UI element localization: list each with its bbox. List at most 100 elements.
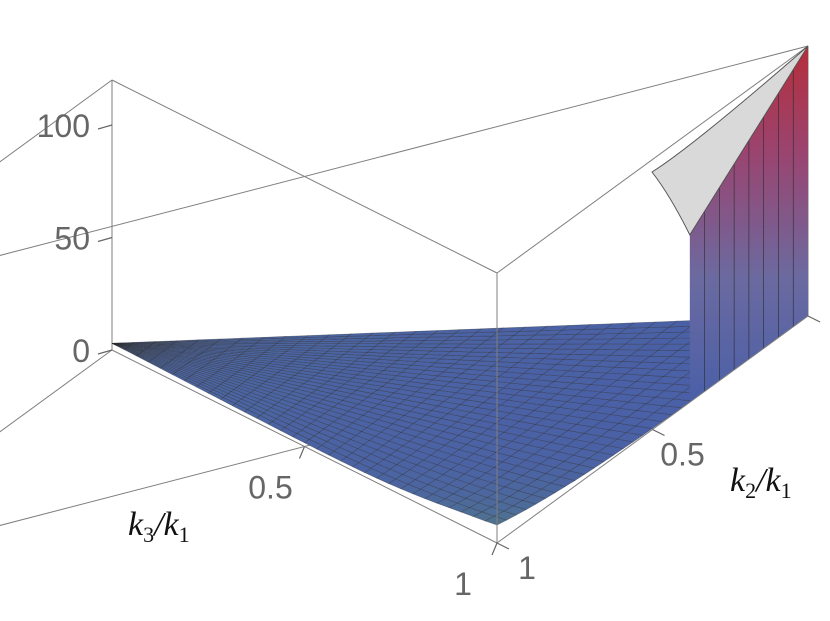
- z-tick-mark: [97, 124, 113, 130]
- surface-cell: [212, 372, 231, 380]
- surface-cell: [295, 385, 317, 394]
- surface-cell: [207, 361, 227, 368]
- surface-cell: [510, 362, 538, 369]
- surface-cell: [283, 379, 305, 387]
- surface-cell: [377, 399, 401, 408]
- surface-cell: [424, 493, 446, 504]
- surface-cell: [415, 431, 438, 442]
- surface-cell: [616, 432, 644, 443]
- surface-cell: [158, 352, 177, 358]
- surface-cell: [460, 507, 483, 517]
- surface-cell: [274, 357, 297, 362]
- surface-cell: [111, 343, 129, 348]
- surface-cell: [313, 343, 339, 347]
- surface-cell: [550, 421, 578, 431]
- surface-cell: [265, 363, 288, 369]
- surface-cell: [357, 414, 379, 424]
- surface-cell: [111, 343, 126, 350]
- surface-cell: [236, 385, 255, 393]
- x-tick-mark: [298, 446, 306, 459]
- surface-cell: [452, 488, 476, 499]
- surface-cell: [293, 343, 319, 347]
- surface-cell: [360, 427, 382, 437]
- surface-cell: [111, 343, 132, 346]
- surface-mesh: [111, 315, 809, 526]
- surface-cell: [496, 387, 523, 396]
- box-edge-top-right: [496, 45, 809, 274]
- surface-cell: [370, 449, 391, 460]
- surface-cell: [183, 349, 205, 353]
- surface-cell: [548, 451, 574, 462]
- surface-cell: [111, 343, 131, 346]
- surface-cell: [464, 424, 489, 435]
- surface-cell: [351, 374, 376, 381]
- surface-cell: [436, 444, 460, 455]
- y-tick-mark: [807, 315, 821, 323]
- surface-cell: [503, 505, 527, 516]
- surface-cell: [139, 352, 156, 359]
- surface-cell: [552, 375, 581, 384]
- surface-cell: [466, 364, 494, 371]
- surface-cell: [230, 389, 249, 398]
- surface-cell: [450, 434, 475, 445]
- surface-cell: [318, 428, 338, 439]
- surface-cell: [343, 380, 367, 388]
- surface-cell: [241, 381, 261, 389]
- surface-cell: [589, 378, 619, 387]
- surface-cell: [539, 457, 565, 468]
- surface-cell: [279, 353, 304, 358]
- surface-cell: [455, 373, 482, 380]
- surface-cell: [502, 412, 528, 422]
- surface-cap: [651, 45, 809, 236]
- surface-wall: [651, 45, 809, 403]
- surface-cell: [507, 465, 533, 476]
- surface-cell: [545, 380, 574, 389]
- surface-cell: [416, 445, 439, 456]
- surface-cell: [328, 421, 349, 431]
- x-tick-label-1: 1: [454, 566, 472, 602]
- surface-cell: [559, 470, 586, 481]
- surface-cell: [258, 353, 282, 358]
- surface-cell: [308, 435, 328, 446]
- surface-cell: [111, 343, 126, 350]
- y-tick-label-0.5: 0.5: [660, 437, 704, 473]
- surface-cell: [495, 431, 521, 442]
- box-edge-top-front: [111, 79, 498, 274]
- surface-cell: [321, 441, 341, 452]
- surface-cell: [557, 445, 584, 456]
- surface-cell: [326, 377, 350, 385]
- y-tick-mark: [652, 428, 665, 437]
- surface-cell: [314, 416, 335, 426]
- surface-cell: [320, 353, 345, 358]
- surface-cell: [587, 451, 615, 462]
- surface-cell: [287, 406, 307, 416]
- surface-cell: [124, 348, 140, 355]
- surface-cell: [240, 396, 259, 405]
- surface-cell: [618, 401, 647, 411]
- y-tick-label-1: 1: [518, 550, 536, 586]
- surface-cell: [206, 377, 224, 385]
- surface-cell: [437, 385, 463, 394]
- surface-cell: [147, 346, 168, 350]
- surface-cell: [414, 474, 437, 485]
- surface-cell: [140, 351, 157, 358]
- surface-cell: [328, 450, 348, 462]
- surface-cell: [335, 356, 361, 362]
- surface-cell: [161, 350, 181, 356]
- surface-cell: [295, 400, 316, 410]
- surface-cell: [125, 347, 142, 353]
- surface-cell: [367, 407, 390, 416]
- surface-cell: [424, 366, 450, 373]
- surface-cell: [225, 393, 242, 402]
- surface-cell: [270, 389, 290, 398]
- surface-cell: [282, 335, 309, 339]
- surface-cell: [426, 394, 451, 402]
- surface-cell: [393, 388, 417, 397]
- surface-cell: [446, 408, 471, 418]
- surface-cell: [148, 345, 170, 348]
- surface-cell: [323, 424, 343, 435]
- z-tick-mark: [97, 236, 113, 243]
- x-tick-mark: [491, 542, 498, 556]
